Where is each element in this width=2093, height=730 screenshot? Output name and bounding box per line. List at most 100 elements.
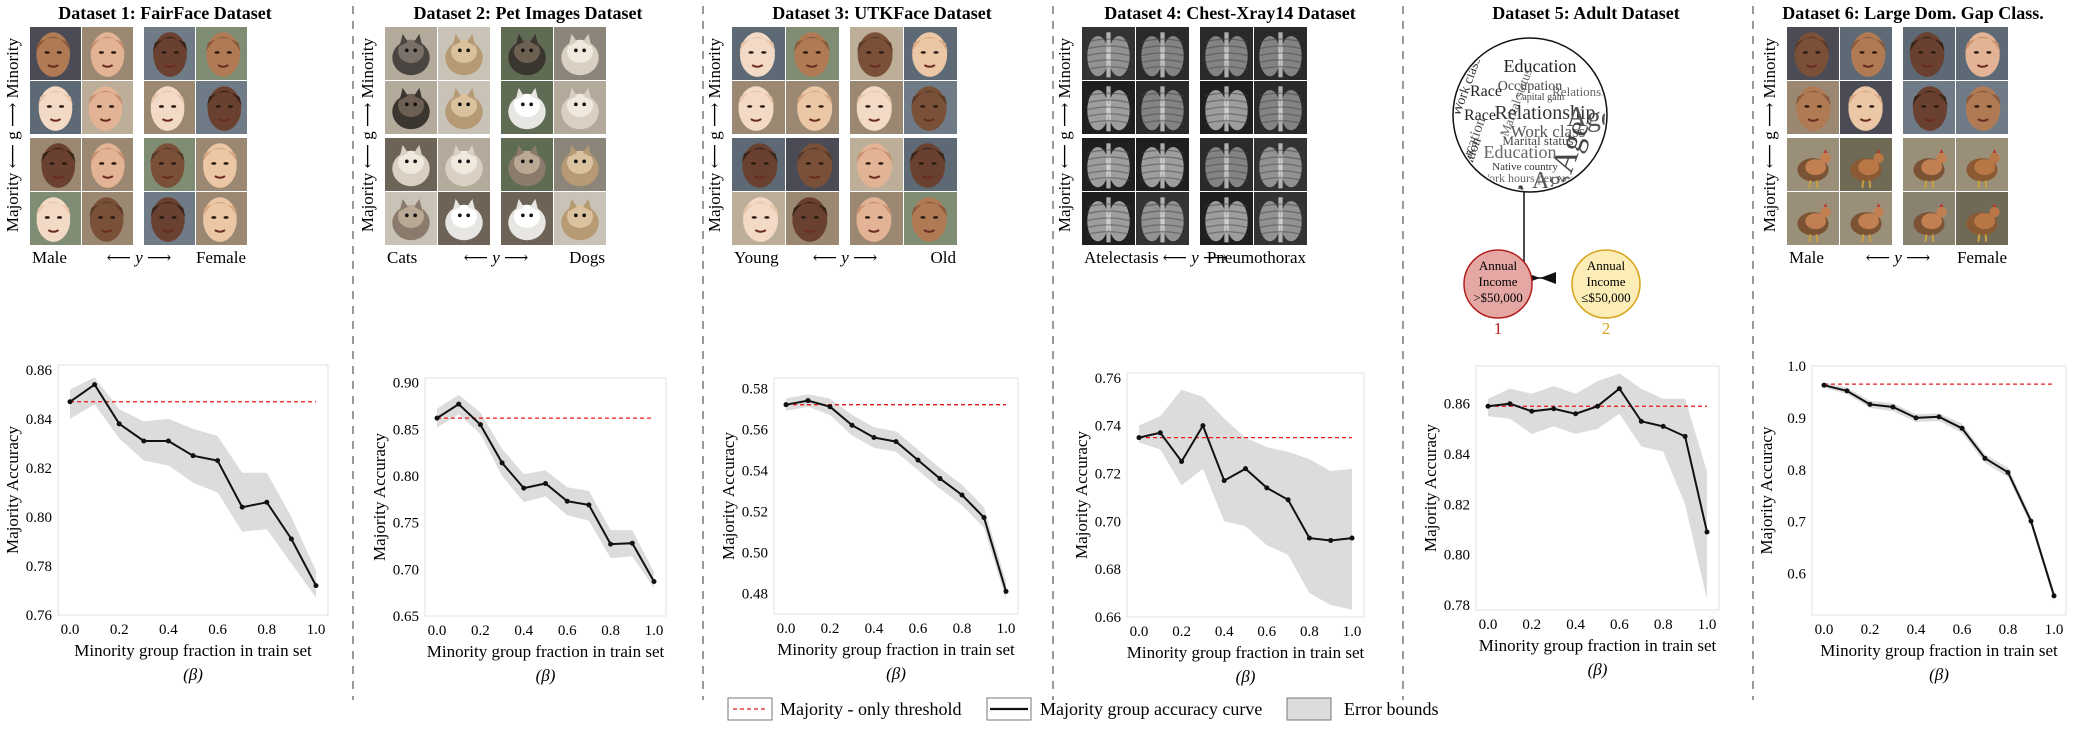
face-skin — [912, 32, 948, 77]
mouth — [161, 175, 174, 179]
mouth — [869, 64, 881, 68]
legend-threshold-label: Majority - only threshold — [780, 699, 961, 719]
eye — [1815, 51, 1821, 54]
data-point — [1616, 386, 1622, 392]
rib — [1259, 149, 1302, 154]
data-point — [141, 438, 147, 444]
mouth — [52, 175, 64, 179]
chicken-wing — [1974, 213, 1995, 230]
animal-eye — [405, 213, 409, 218]
y-axis-label: Majority Accuracy — [370, 433, 389, 561]
chicken-leg — [1977, 234, 1981, 242]
word-cloud-word: Education — [1484, 142, 1557, 162]
eye — [751, 216, 757, 219]
rib — [1087, 170, 1130, 175]
mouth — [751, 64, 764, 68]
data-point — [783, 402, 789, 408]
hair — [1965, 90, 2001, 106]
eye — [227, 105, 233, 108]
rib — [1205, 66, 1248, 71]
data-point — [827, 404, 833, 410]
animal-eye — [582, 102, 586, 107]
eye — [1933, 105, 1939, 108]
class-axis-label: ⟵ y ⟶ — [1163, 248, 1228, 267]
eye — [171, 105, 177, 108]
data-point — [2051, 593, 2057, 599]
income-label: Annual — [1587, 258, 1626, 273]
rib — [1259, 224, 1302, 229]
eye — [920, 216, 926, 219]
chicken-leg — [1815, 180, 1819, 188]
data-point — [456, 401, 462, 407]
data-point — [499, 460, 505, 466]
x-tick-label: 0.4 — [865, 621, 884, 637]
data-point — [849, 422, 855, 428]
data-point — [1936, 414, 1942, 420]
rib — [1205, 217, 1248, 222]
panel-title: Dataset 5: Adult Dataset — [1492, 3, 1679, 23]
y-tick-label: 0.86 — [1444, 397, 1471, 413]
rib — [1205, 224, 1248, 229]
hair — [89, 201, 124, 217]
mouth — [217, 64, 229, 68]
y-tick-label: 0.68 — [1095, 562, 1121, 578]
rib — [1205, 177, 1248, 182]
group-axis-label: Majority ⟵ g ⟶ Minority — [705, 37, 724, 232]
data-point — [893, 439, 899, 445]
y-tick-label: 0.52 — [742, 504, 768, 520]
animal-ear — [399, 198, 408, 212]
eye — [223, 162, 229, 165]
eye — [1974, 105, 1980, 108]
eye — [800, 216, 807, 219]
y-tick-label: 0.82 — [26, 461, 52, 477]
eye — [171, 216, 177, 219]
lung-field — [1205, 147, 1227, 188]
x-tick-label: 0.8 — [1300, 624, 1319, 640]
chicken-leg — [1861, 234, 1865, 242]
data-point — [1306, 535, 1312, 541]
hair — [1847, 90, 1884, 106]
data-point — [92, 382, 98, 388]
hair — [911, 90, 948, 106]
lung-field — [1280, 201, 1302, 242]
animal-ear — [399, 144, 408, 158]
data-point — [608, 541, 614, 547]
rib — [1205, 38, 1248, 43]
animal-ear — [452, 198, 461, 212]
chicken-leg — [1808, 180, 1812, 188]
y-tick-label: 0.84 — [1444, 447, 1471, 463]
face-skin — [151, 197, 185, 242]
y-tick-label: 1.0 — [1787, 359, 1806, 375]
eye — [920, 51, 926, 54]
eye — [56, 216, 63, 219]
data-point — [1595, 403, 1600, 409]
animal-head — [398, 93, 424, 118]
animal-head — [514, 39, 540, 64]
animal-eye — [413, 213, 417, 218]
face-skin — [1965, 32, 2000, 77]
animal-ear — [414, 87, 423, 101]
legend-curve-label: Majority group accuracy curve — [1040, 699, 1262, 719]
hair — [856, 147, 893, 163]
data-point — [313, 583, 319, 589]
y-axis-label: Majority Accuracy — [1757, 426, 1776, 554]
rib — [1259, 210, 1302, 215]
lung-field — [1087, 90, 1109, 131]
lung-field — [1141, 147, 1163, 188]
class-right-label: Pneumothorax — [1207, 248, 1307, 267]
mouth — [162, 229, 174, 233]
hair — [88, 90, 123, 106]
error-band — [1488, 373, 1707, 600]
income-label: Annual — [1479, 258, 1518, 273]
data-point — [564, 498, 570, 504]
x-tick-label: 0.0 — [61, 622, 80, 638]
x-tick-label: 0.0 — [1130, 624, 1149, 640]
animal-eye — [529, 48, 533, 53]
mouth — [218, 118, 230, 122]
eye — [61, 162, 67, 165]
data-point — [1913, 415, 1919, 421]
animal-head — [567, 150, 593, 175]
animal-ear — [568, 198, 577, 212]
data-point — [805, 398, 811, 404]
eye — [211, 162, 217, 165]
